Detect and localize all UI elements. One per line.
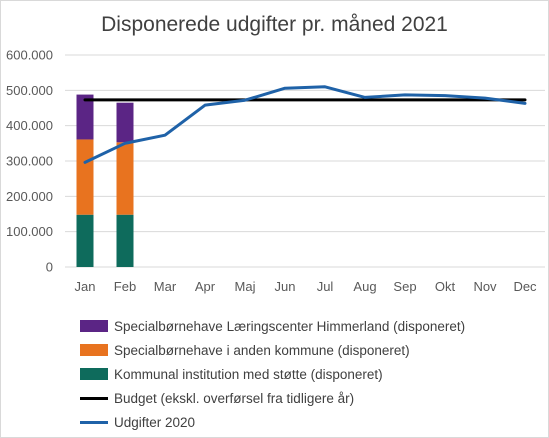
legend-label: Specialbørnehave i anden kommune (dispon… bbox=[114, 342, 410, 358]
legend-swatch bbox=[80, 368, 108, 380]
legend-item: Udgifter 2020 bbox=[80, 410, 540, 434]
udgifter-2020-line bbox=[83, 85, 527, 164]
legend-swatch bbox=[80, 320, 108, 332]
legend-label: Kommunal institution med støtte (dispone… bbox=[114, 366, 383, 382]
bar-segment bbox=[116, 102, 134, 143]
x-tick-label: Maj bbox=[235, 279, 256, 294]
bar-segment bbox=[76, 94, 94, 140]
chart-title: Disponerede udgifter pr. måned 2021 bbox=[101, 13, 448, 36]
legend-label: Specialbørnehave Læringscenter Himmerlan… bbox=[114, 318, 466, 334]
y-tick-label: 200.000 bbox=[6, 189, 53, 204]
bar-segment bbox=[76, 214, 94, 267]
legend-item: Budget (ekskl. overførsel fra tidligere … bbox=[80, 386, 540, 410]
x-tick-label: Aug bbox=[353, 279, 376, 294]
legend-item: Specialbørnehave Læringscenter Himmerlan… bbox=[80, 314, 540, 338]
bar-segment bbox=[76, 139, 94, 215]
x-tick-label: Jul bbox=[317, 279, 334, 294]
x-tick-label: Jan bbox=[75, 279, 96, 294]
y-tick-label: 0 bbox=[46, 260, 53, 275]
y-tick-label: 600.000 bbox=[6, 48, 53, 63]
x-tick-label: Nov bbox=[473, 279, 497, 294]
x-tick-label: Mar bbox=[154, 279, 177, 294]
x-tick-label: Okt bbox=[435, 279, 456, 294]
legend-label: Udgifter 2020 bbox=[114, 414, 196, 430]
legend-item: Specialbørnehave i anden kommune (dispon… bbox=[80, 338, 540, 362]
x-tick-label: Feb bbox=[114, 279, 136, 294]
x-tick-label: Dec bbox=[513, 279, 537, 294]
y-tick-label: 500.000 bbox=[6, 83, 53, 98]
y-tick-label: 400.000 bbox=[6, 118, 53, 133]
legend-line-swatch bbox=[80, 396, 108, 400]
legend-label: Budget (ekskl. overførsel fra tidligere … bbox=[114, 390, 355, 406]
bar-segment bbox=[116, 142, 134, 215]
x-tick-label: Sep bbox=[393, 279, 416, 294]
legend-line-swatch bbox=[80, 420, 108, 424]
chart-legend: Specialbørnehave Læringscenter Himmerlan… bbox=[80, 314, 540, 434]
x-tick-label: Apr bbox=[195, 279, 216, 294]
y-tick-label: 100.000 bbox=[6, 224, 53, 239]
y-tick-label: 300.000 bbox=[6, 154, 53, 169]
bar-segment bbox=[116, 214, 134, 267]
legend-swatch bbox=[80, 344, 108, 356]
legend-item: Kommunal institution med støtte (dispone… bbox=[80, 362, 540, 386]
x-tick-label: Jun bbox=[275, 279, 296, 294]
